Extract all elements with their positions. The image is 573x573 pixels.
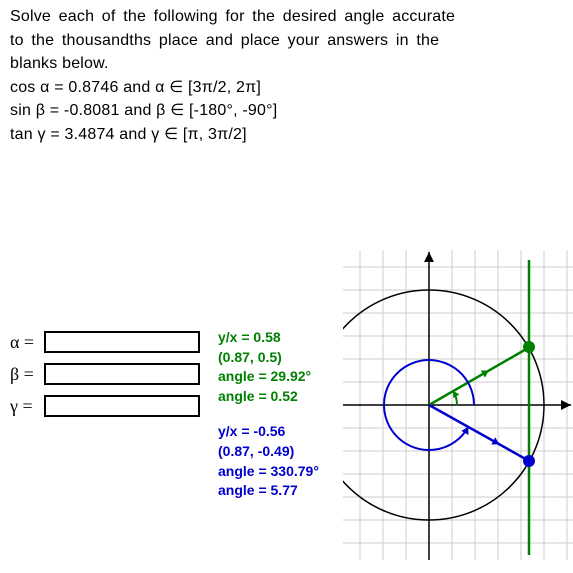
instruction-line-1: Solve each of the following for the desi… — [10, 6, 563, 28]
problem-statement: Solve each of the following for the desi… — [10, 6, 563, 148]
answer-row-beta: β = — [10, 360, 220, 388]
instruction-line-2: to the thousandths place and place your … — [10, 30, 563, 52]
green-rad: angle = 0.52 — [218, 387, 358, 407]
equation-beta: sin β = -0.8081 and β ∈ [-180°, -90°] — [10, 100, 563, 122]
unit-circle-graph — [343, 250, 573, 560]
equation-gamma: tan γ = 3.4874 and γ ∈ [π, 3π/2] — [10, 124, 563, 146]
green-deg: angle = 29.92° — [218, 367, 358, 387]
beta-label: β = — [10, 364, 44, 385]
green-point: (0.87, 0.5) — [218, 348, 358, 368]
green-yx: y/x = 0.58 — [218, 328, 358, 348]
equation-alpha: cos α = 0.8746 and α ∈ [3π/2, 2π] — [10, 77, 563, 99]
alpha-label: α = — [10, 332, 44, 353]
gamma-label: γ = — [10, 396, 44, 417]
blue-point: (0.87, -0.49) — [218, 442, 358, 462]
readouts-block: y/x = 0.58 (0.87, 0.5) angle = 29.92° an… — [218, 328, 358, 501]
answer-row-gamma: γ = — [10, 392, 220, 420]
gamma-input[interactable] — [44, 395, 200, 417]
alpha-input[interactable] — [44, 331, 200, 353]
blue-rad: angle = 5.77 — [218, 481, 358, 501]
readout-green: y/x = 0.58 (0.87, 0.5) angle = 29.92° an… — [218, 328, 358, 406]
answer-row-alpha: α = — [10, 328, 220, 356]
instruction-line-3: blanks below. — [10, 53, 563, 75]
blue-deg: angle = 330.79° — [218, 462, 358, 482]
answer-blanks: α = β = γ = — [10, 328, 220, 424]
beta-input[interactable] — [44, 363, 200, 385]
blue-yx: y/x = -0.56 — [218, 422, 358, 442]
readout-blue: y/x = -0.56 (0.87, -0.49) angle = 330.79… — [218, 422, 358, 500]
